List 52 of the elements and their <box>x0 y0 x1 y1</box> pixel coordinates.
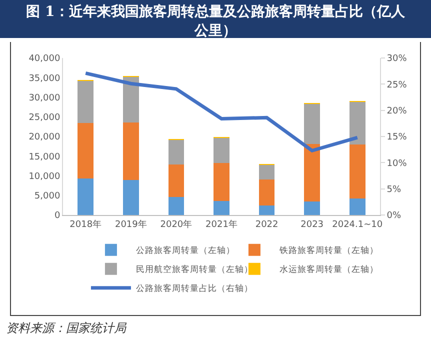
text: 资料来源：国家统计局 <box>6 320 126 337</box>
bar <box>168 140 184 164</box>
y2-tick-label: 30% <box>386 54 408 64</box>
x-tick-label: 2023 <box>300 220 324 230</box>
bar <box>304 144 320 202</box>
bar <box>168 196 184 215</box>
bar <box>78 122 94 178</box>
y-tick-label: 10,000 <box>28 172 60 182</box>
y2-tick-label: 0% <box>386 211 402 222</box>
y-tick-label: 35,000 <box>28 74 60 84</box>
bar <box>78 178 94 215</box>
bar <box>349 101 366 144</box>
bar <box>78 80 94 123</box>
y2-tick-label: 15% <box>386 132 408 143</box>
bar <box>168 164 184 197</box>
y2-tick-label: 20% <box>386 106 408 116</box>
y-tick-label: 25,000 <box>28 113 60 124</box>
bar <box>349 198 366 215</box>
bar <box>349 144 366 199</box>
bar <box>258 180 275 206</box>
legend-label: 水运旅客周转量（左轴） <box>279 264 378 276</box>
bar <box>123 180 139 215</box>
bar <box>214 163 230 201</box>
x-tick-label: 2018年 <box>70 218 102 230</box>
bar <box>304 202 320 215</box>
bar <box>214 200 230 215</box>
y2-tick-label: 10% <box>386 158 408 169</box>
bar <box>123 122 139 180</box>
bar <box>214 138 230 164</box>
x-tick-label: 2021年 <box>206 218 238 230</box>
x-tick-label: 2024.1~10 <box>332 220 383 230</box>
bar <box>123 76 139 122</box>
x-tick-label: 2022 <box>255 220 278 230</box>
y-tick-label: 20,000 <box>28 132 60 143</box>
y-tick-label: 5,000 <box>34 192 60 202</box>
y2-tick-label: 25% <box>386 80 408 90</box>
y2-tick-label: 5% <box>386 184 402 195</box>
x-tick-label: 2020年 <box>160 218 192 230</box>
y-tick-label: 30,000 <box>28 93 60 104</box>
y-tick-label: 15,000 <box>28 152 60 162</box>
line-series <box>84 71 360 152</box>
legend-label: 公路旅客周转量（左轴） <box>136 245 235 256</box>
legend-label: 铁路旅客周转量（左轴） <box>278 245 378 256</box>
bar <box>258 206 275 215</box>
x-tick-label: 2019年 <box>114 218 147 230</box>
y-tick-label: 0 <box>54 211 60 222</box>
bar <box>258 164 275 180</box>
legend-label: 民用航空旅客周转量（左轴） <box>136 264 253 276</box>
chart-title: 图 1：近年来我国旅客周转总量及公路旅客周转量占比（亿人公里） <box>0 0 431 39</box>
bar <box>304 104 320 144</box>
legend-label: 公路旅客周转量占比（右轴） <box>136 283 253 294</box>
y-tick-label: 40,000 <box>28 54 60 64</box>
